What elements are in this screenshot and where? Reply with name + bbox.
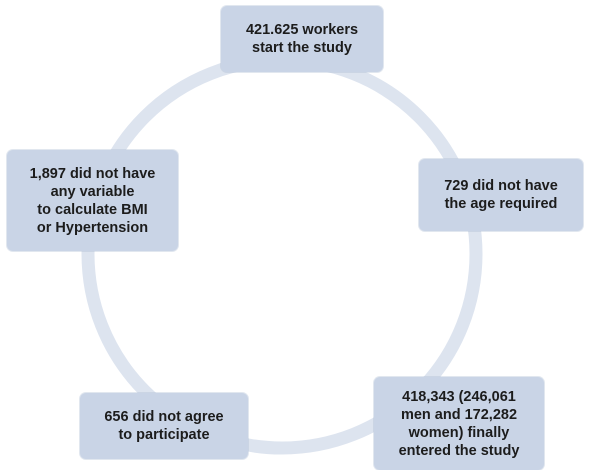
node-final-cohort: 418,343 (246,061 men and 172,282 women) … — [374, 377, 544, 470]
node-age-excluded: 729 did not have the age required — [419, 159, 583, 231]
node-no-consent-line-1: 656 did not agree — [104, 409, 224, 425]
node-missing-variables: 1,897 did not have any variable to calcu… — [7, 150, 178, 251]
node-missing-variables-line-4: or Hypertension — [36, 219, 149, 236]
node-final-cohort-line-4: entered the study — [398, 442, 520, 459]
node-workers-start: 421.625 workers start the study — [221, 6, 383, 72]
node-missing-variables-line-2: any variable — [50, 183, 135, 200]
node-final-cohort-line-2: men and 172,282 — [400, 406, 518, 423]
node-final-cohort-line-1: 418,343 (246,061 — [402, 388, 516, 405]
node-final-cohort-line-3: women) finally — [408, 424, 510, 441]
node-no-consent-line-2: to participate — [118, 427, 210, 443]
node-missing-variables-line-1: 1,897 did not have — [29, 165, 156, 182]
node-missing-variables-line-3: to calculate BMI — [37, 201, 148, 218]
node-no-consent: 656 did not agree to participate — [80, 393, 248, 459]
node-age-excluded-line-2: the age required — [444, 196, 558, 212]
node-workers-start-line-1: 421.625 workers — [245, 22, 359, 38]
node-age-excluded-line-1: 729 did not have — [444, 178, 558, 194]
node-workers-start-line-2: start the study — [252, 40, 352, 56]
